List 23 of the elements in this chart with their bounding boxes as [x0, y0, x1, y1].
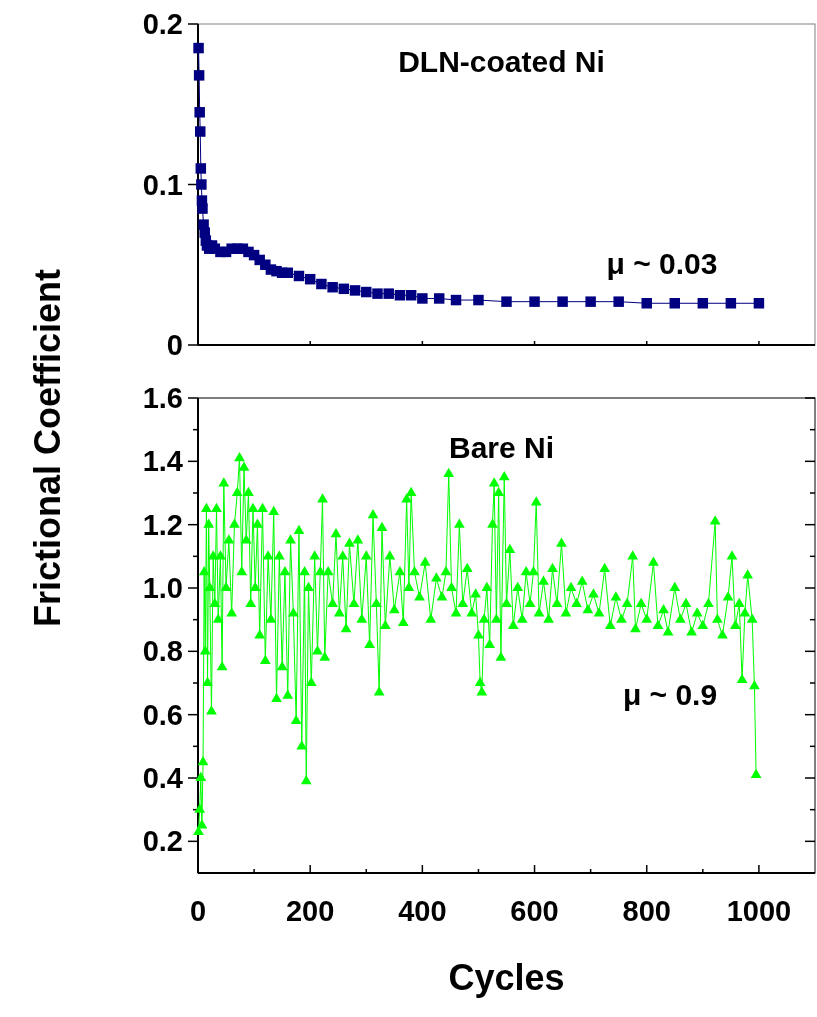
- y-tick-label: 1.0: [142, 572, 183, 604]
- text: Bare Ni: [448, 431, 555, 464]
- annotation: μ ~ 0.9: [622, 678, 718, 711]
- x-tick-label: 1000: [726, 895, 792, 927]
- x-tick-label: 400: [398, 895, 447, 927]
- y-tick-label: 1.2: [142, 508, 183, 541]
- y-tick-label: 1.4: [142, 445, 183, 478]
- y-tick-label: 0.8: [142, 635, 183, 668]
- y-tick-label: 0.1: [142, 168, 183, 201]
- x-tick-label: 800: [622, 895, 671, 927]
- y-tick-label: 0: [166, 329, 183, 361]
- y-tick-label: 0.2: [142, 8, 183, 40]
- annotation: μ ~ 0.03: [606, 247, 718, 280]
- text: DLN-coated Ni: [398, 45, 605, 78]
- y-axis-title: Frictional Coefficient: [27, 268, 68, 628]
- x-tick-label: 200: [285, 895, 335, 927]
- x-tick-label: 0: [189, 895, 207, 927]
- y-tick-label: 0.2: [142, 825, 183, 858]
- x-axis-title: Cycles: [448, 957, 565, 998]
- y-tick-label: 0.4: [142, 762, 183, 794]
- x-tick-label: 600: [510, 895, 559, 927]
- y-tick-label: 0.6: [142, 698, 183, 731]
- y-tick-label: 1.6: [142, 382, 183, 414]
